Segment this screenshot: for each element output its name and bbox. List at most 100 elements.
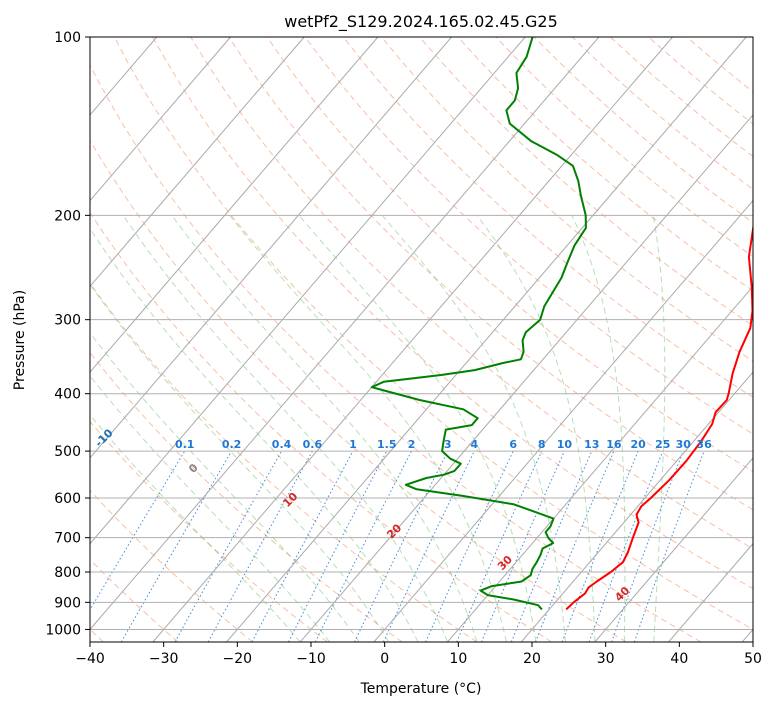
moist-adiabat xyxy=(122,215,449,642)
moist-adiabat xyxy=(90,283,390,642)
mixing-ratio-label: 8 xyxy=(538,438,546,451)
isotherm-line xyxy=(373,199,753,642)
y-axis-ticks: 100 200 300 400 500 600 700 800 900 1000 xyxy=(45,30,90,638)
mixing-ratio-label: 25 xyxy=(655,438,670,451)
y-tick-label: 300 xyxy=(54,313,81,329)
grid-lines xyxy=(90,37,753,630)
y-tick-label: 900 xyxy=(54,595,81,611)
x-tick-label: 40 xyxy=(670,651,688,667)
dry-adiabat xyxy=(90,558,179,642)
y-tick-label: 200 xyxy=(54,208,81,224)
dry-adiabat xyxy=(495,37,753,258)
isotherm-line xyxy=(90,37,231,202)
isotherm-line xyxy=(520,371,753,642)
y-tick-label: 800 xyxy=(54,565,81,581)
isotherm-line xyxy=(90,37,379,373)
temperature-profile-line xyxy=(565,222,753,611)
mixing-ratio-line xyxy=(611,450,684,642)
y-tick-label: 1000 xyxy=(45,622,81,638)
mixing-ratio-line xyxy=(174,450,283,642)
x-tick-label: 30 xyxy=(597,651,615,667)
dry-adiabat-label: -20 xyxy=(10,398,33,421)
moist-adiabat xyxy=(90,414,301,642)
moist-adiabat xyxy=(381,214,566,642)
dewpoint-profile-line xyxy=(370,37,587,611)
isotherm-line xyxy=(299,114,753,642)
x-axis-ticks: −40 −30 −20 −10 0 10 20 30 40 50 xyxy=(75,642,762,667)
mixing-ratio-label: 16 xyxy=(606,438,622,451)
x-tick-label: 10 xyxy=(449,651,467,667)
dry-adiabat xyxy=(90,139,627,642)
dry-adiabat xyxy=(113,37,753,630)
moist-adiabat xyxy=(90,227,419,642)
x-tick-label: −40 xyxy=(75,651,105,667)
mixing-ratio-label: 4 xyxy=(471,438,479,451)
x-axis-label: Temperature (°C) xyxy=(360,681,482,697)
mixing-ratio-line xyxy=(288,450,388,642)
mixing-ratio-line xyxy=(561,450,639,642)
dry-adiabat xyxy=(90,282,478,642)
dry-adiabat xyxy=(381,37,753,362)
dry-adiabat xyxy=(228,37,753,511)
mixing-ratio-label: 2 xyxy=(408,438,416,451)
mixing-ratio-label: 13 xyxy=(584,438,599,451)
dry-adiabats xyxy=(90,37,753,642)
isotherm-line xyxy=(90,37,600,631)
mixing-ratio-label: 10 xyxy=(557,438,573,451)
mixing-ratio-label: 1.5 xyxy=(377,438,397,451)
moist-adiabat xyxy=(90,375,331,642)
dry-adiabat xyxy=(90,420,328,642)
x-tick-label: 50 xyxy=(744,651,762,667)
mixing-ratio-label: 0.4 xyxy=(272,438,292,451)
isotherm-line xyxy=(90,37,526,545)
isotherm-line xyxy=(152,37,673,642)
dry-adiabat xyxy=(342,37,753,398)
mixing-ratio-lines xyxy=(90,450,705,642)
y-tick-label: 100 xyxy=(54,30,81,46)
moist-adiabat xyxy=(571,215,626,642)
moist-adiabats xyxy=(90,214,666,642)
mixing-ratio-line xyxy=(456,450,543,642)
isotherm-line xyxy=(90,37,305,288)
plot-frame xyxy=(89,36,754,643)
dry-adiabat xyxy=(90,211,552,642)
y-tick-label: 600 xyxy=(54,491,81,507)
x-tick-label: 0 xyxy=(380,651,389,667)
dry-adiabat xyxy=(419,37,753,327)
mixing-ratio-label: 1 xyxy=(349,438,357,451)
moist-adiabat xyxy=(298,214,537,642)
moist-adiabat xyxy=(229,214,507,642)
dry-adiabat xyxy=(190,37,753,550)
dry-adiabat xyxy=(304,37,753,435)
mixing-ratio-label: 36 xyxy=(696,438,712,451)
mixing-ratio-line xyxy=(481,450,565,642)
moist-adiabat xyxy=(171,215,478,642)
isotherms xyxy=(90,37,753,642)
moist-adiabat xyxy=(476,215,596,642)
y-tick-label: 400 xyxy=(54,387,81,403)
mixing-ratio-line xyxy=(633,450,705,642)
moist-adiabat xyxy=(652,215,666,642)
isotherm-line xyxy=(668,542,753,642)
mixing-ratio-line xyxy=(207,450,313,642)
isotherm-line xyxy=(226,37,747,642)
x-tick-label: −20 xyxy=(223,651,253,667)
isotherm-line xyxy=(594,457,753,642)
dry-adiabat xyxy=(686,37,753,93)
mixing-ratio-line xyxy=(120,450,233,642)
mixing-ratio-line xyxy=(588,450,664,642)
mixing-ratio-line xyxy=(535,450,615,642)
dry-adiabat xyxy=(90,489,254,642)
mixing-ratio-line xyxy=(382,450,475,642)
mixing-ratio-label: 0.1 xyxy=(175,438,195,451)
mixing-ratio-line xyxy=(510,450,593,642)
dry-adiabat-label: -10 xyxy=(92,426,115,449)
profile-series xyxy=(370,37,753,611)
x-tick-label: −30 xyxy=(149,651,179,667)
mixing-ratio-label: 6 xyxy=(509,438,517,451)
y-tick-label: 700 xyxy=(54,531,81,547)
mixing-ratio-label: 30 xyxy=(676,438,692,451)
mixing-ratio-label: 0.6 xyxy=(303,438,323,451)
